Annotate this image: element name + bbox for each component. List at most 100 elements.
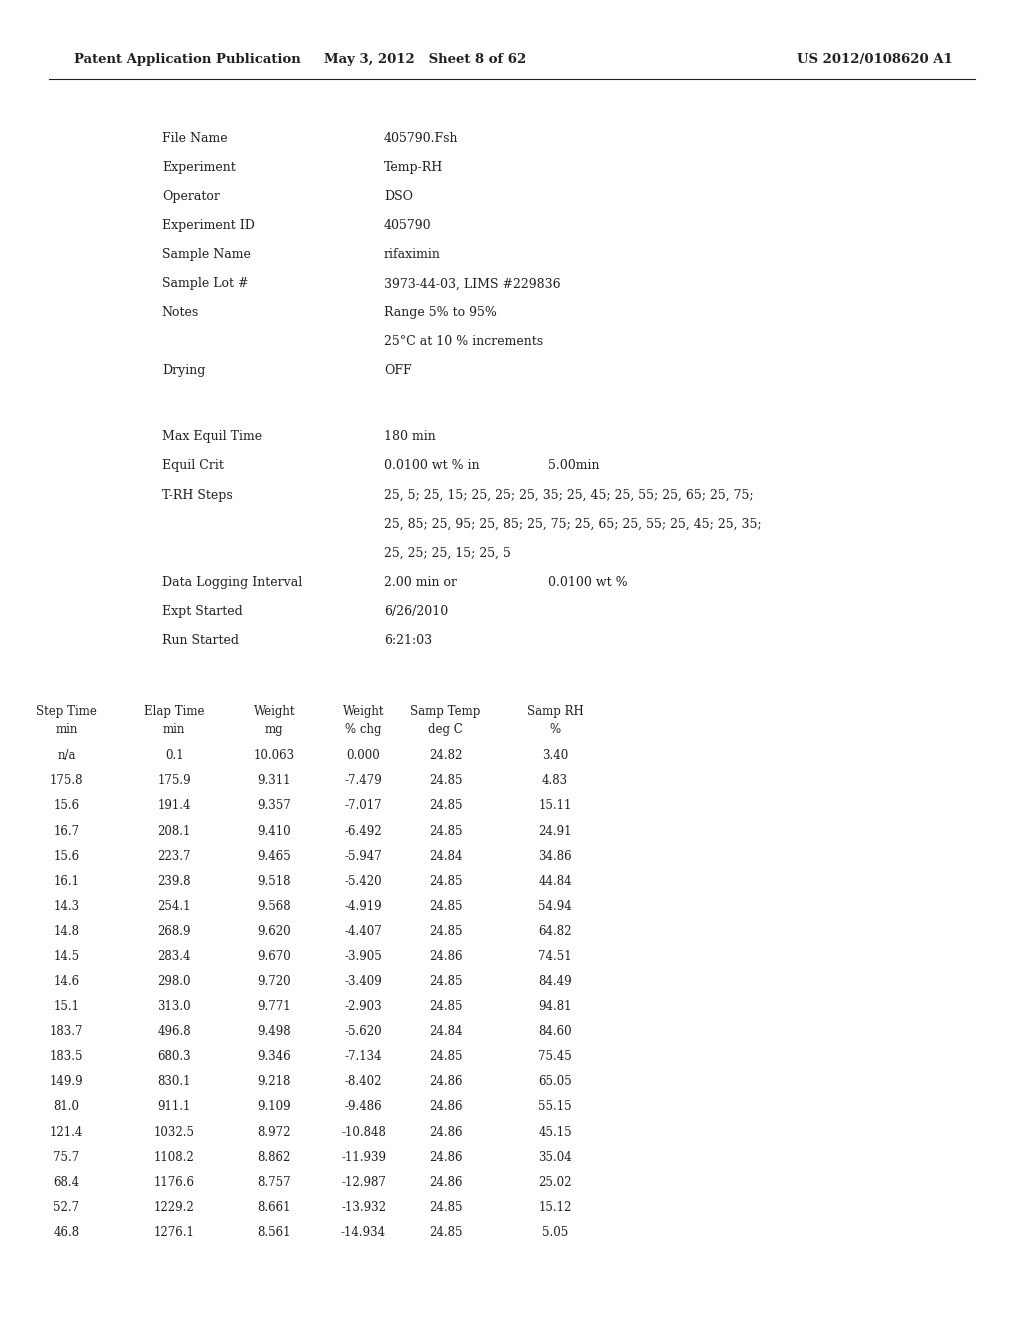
- Text: Operator: Operator: [162, 190, 220, 203]
- Text: 175.9: 175.9: [158, 775, 190, 788]
- Text: 9.109: 9.109: [258, 1101, 291, 1114]
- Text: 44.84: 44.84: [539, 875, 571, 888]
- Text: Samp RH: Samp RH: [526, 705, 584, 718]
- Text: T-RH Steps: T-RH Steps: [162, 488, 232, 502]
- Text: 3.40: 3.40: [542, 750, 568, 763]
- Text: 35.04: 35.04: [539, 1151, 571, 1164]
- Text: 24.91: 24.91: [539, 825, 571, 838]
- Text: 149.9: 149.9: [50, 1076, 83, 1089]
- Text: 25, 25; 25, 15; 25, 5: 25, 25; 25, 15; 25, 5: [384, 546, 511, 560]
- Text: 9.720: 9.720: [258, 975, 291, 989]
- Text: 405790: 405790: [384, 219, 432, 232]
- Text: 313.0: 313.0: [158, 1001, 190, 1014]
- Text: 0.0100 wt %: 0.0100 wt %: [548, 576, 628, 589]
- Text: 8.661: 8.661: [258, 1201, 291, 1214]
- Text: Drying: Drying: [162, 364, 205, 378]
- Text: 183.5: 183.5: [50, 1051, 83, 1064]
- Text: -7.017: -7.017: [345, 800, 382, 813]
- Text: 25, 85; 25, 95; 25, 85; 25, 75; 25, 65; 25, 55; 25, 45; 25, 35;: 25, 85; 25, 95; 25, 85; 25, 75; 25, 65; …: [384, 517, 762, 531]
- Text: 496.8: 496.8: [158, 1026, 190, 1039]
- Text: 68.4: 68.4: [53, 1176, 80, 1189]
- Text: -3.905: -3.905: [345, 950, 382, 964]
- Text: 24.85: 24.85: [429, 900, 462, 913]
- Text: Patent Application Publication: Patent Application Publication: [74, 53, 300, 66]
- Text: 24.85: 24.85: [429, 800, 462, 813]
- Text: Weight: Weight: [254, 705, 295, 718]
- Text: DSO: DSO: [384, 190, 413, 203]
- Text: 84.60: 84.60: [539, 1026, 571, 1039]
- Text: 9.771: 9.771: [258, 1001, 291, 1014]
- Text: min: min: [55, 723, 78, 737]
- Text: 24.86: 24.86: [429, 1101, 462, 1114]
- Text: 283.4: 283.4: [158, 950, 190, 964]
- Text: -9.486: -9.486: [345, 1101, 382, 1114]
- Text: -10.848: -10.848: [341, 1126, 386, 1139]
- Text: 9.670: 9.670: [258, 950, 291, 964]
- Text: -5.947: -5.947: [345, 850, 382, 863]
- Text: 830.1: 830.1: [158, 1076, 190, 1089]
- Text: 24.86: 24.86: [429, 1076, 462, 1089]
- Text: n/a: n/a: [57, 750, 76, 763]
- Text: 54.94: 54.94: [539, 900, 571, 913]
- Text: Temp-RH: Temp-RH: [384, 161, 443, 174]
- Text: 24.85: 24.85: [429, 975, 462, 989]
- Text: min: min: [163, 723, 185, 737]
- Text: 1276.1: 1276.1: [154, 1226, 195, 1239]
- Text: 405790.Fsh: 405790.Fsh: [384, 132, 459, 145]
- Text: 25, 5; 25, 15; 25, 25; 25, 35; 25, 45; 25, 55; 25, 65; 25, 75;: 25, 5; 25, 15; 25, 25; 25, 35; 25, 45; 2…: [384, 488, 754, 502]
- Text: 24.85: 24.85: [429, 875, 462, 888]
- Text: 4.83: 4.83: [542, 775, 568, 788]
- Text: Sample Name: Sample Name: [162, 248, 251, 261]
- Text: 24.82: 24.82: [429, 750, 462, 763]
- Text: 24.86: 24.86: [429, 1176, 462, 1189]
- Text: 24.85: 24.85: [429, 825, 462, 838]
- Text: 14.5: 14.5: [53, 950, 80, 964]
- Text: 9.498: 9.498: [258, 1026, 291, 1039]
- Text: 14.3: 14.3: [53, 900, 80, 913]
- Text: 9.518: 9.518: [258, 875, 291, 888]
- Text: 121.4: 121.4: [50, 1126, 83, 1139]
- Text: -14.934: -14.934: [341, 1226, 386, 1239]
- Text: 183.7: 183.7: [50, 1026, 83, 1039]
- Text: -2.903: -2.903: [345, 1001, 382, 1014]
- Text: 24.85: 24.85: [429, 1226, 462, 1239]
- Text: 6:21:03: 6:21:03: [384, 634, 432, 647]
- Text: 9.620: 9.620: [258, 925, 291, 939]
- Text: Notes: Notes: [162, 306, 199, 319]
- Text: 24.85: 24.85: [429, 775, 462, 788]
- Text: 75.45: 75.45: [539, 1051, 571, 1064]
- Text: 15.12: 15.12: [539, 1201, 571, 1214]
- Text: 8.757: 8.757: [258, 1176, 291, 1189]
- Text: US 2012/0108620 A1: US 2012/0108620 A1: [797, 53, 952, 66]
- Text: rifaximin: rifaximin: [384, 248, 441, 261]
- Text: 14.8: 14.8: [53, 925, 80, 939]
- Text: 15.11: 15.11: [539, 800, 571, 813]
- Text: 9.410: 9.410: [258, 825, 291, 838]
- Text: OFF: OFF: [384, 364, 412, 378]
- Text: 24.86: 24.86: [429, 950, 462, 964]
- Text: 0.0100 wt % in: 0.0100 wt % in: [384, 459, 479, 473]
- Text: -5.420: -5.420: [345, 875, 382, 888]
- Text: 9.311: 9.311: [258, 775, 291, 788]
- Text: 84.49: 84.49: [539, 975, 571, 989]
- Text: 24.85: 24.85: [429, 925, 462, 939]
- Text: -5.620: -5.620: [345, 1026, 382, 1039]
- Text: 175.8: 175.8: [50, 775, 83, 788]
- Text: 239.8: 239.8: [158, 875, 190, 888]
- Text: 16.1: 16.1: [53, 875, 80, 888]
- Text: 46.8: 46.8: [53, 1226, 80, 1239]
- Text: 15.6: 15.6: [53, 800, 80, 813]
- Text: -4.407: -4.407: [345, 925, 382, 939]
- Text: 298.0: 298.0: [158, 975, 190, 989]
- Text: 24.85: 24.85: [429, 1051, 462, 1064]
- Text: 75.7: 75.7: [53, 1151, 80, 1164]
- Text: 0.1: 0.1: [165, 750, 183, 763]
- Text: 3973-44-03, LIMS #229836: 3973-44-03, LIMS #229836: [384, 277, 560, 290]
- Text: -8.402: -8.402: [345, 1076, 382, 1089]
- Text: 10.063: 10.063: [254, 750, 295, 763]
- Text: 24.86: 24.86: [429, 1151, 462, 1164]
- Text: 1108.2: 1108.2: [154, 1151, 195, 1164]
- Text: File Name: File Name: [162, 132, 227, 145]
- Text: 25°C at 10 % increments: 25°C at 10 % increments: [384, 335, 543, 348]
- Text: 1176.6: 1176.6: [154, 1176, 195, 1189]
